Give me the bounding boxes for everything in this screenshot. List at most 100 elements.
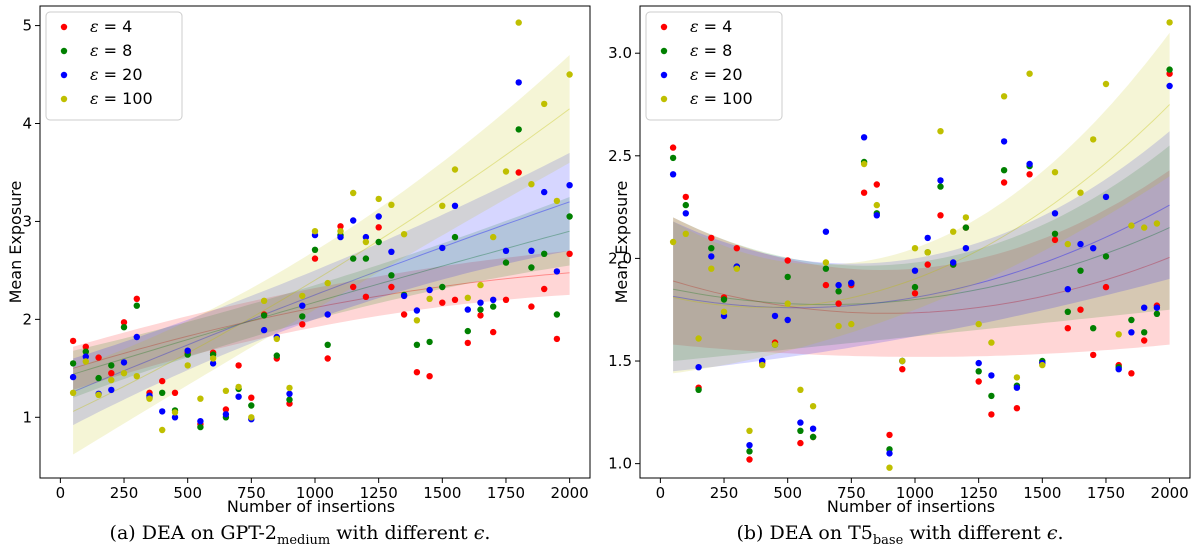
legend-marker-1-1 [660, 47, 668, 55]
data-point-0-3-38 [553, 197, 561, 205]
data-point-0-0-38 [553, 335, 561, 343]
legend-label-1-2: ε = 20 [690, 65, 743, 84]
data-point-1-3-12 [822, 259, 830, 266]
confidence-band-0-3 [73, 55, 570, 455]
confidence-band-0-1 [73, 197, 570, 398]
data-point-1-3-23 [962, 214, 970, 221]
data-point-0-2-21 [337, 233, 344, 241]
y-tick-label-0-1: 2 [22, 310, 32, 328]
data-point-0-1-19 [311, 246, 319, 253]
data-point-0-1-7 [159, 389, 166, 396]
legend-marker-0-0 [60, 23, 68, 31]
data-point-1-3-24 [975, 320, 982, 328]
data-point-1-0-5 [733, 245, 740, 252]
data-point-0-2-28 [426, 286, 433, 294]
data-point-1-3-35 [1115, 331, 1122, 338]
data-point-0-3-3 [108, 376, 115, 384]
data-point-1-1-37 [1141, 329, 1148, 336]
data-point-1-1-0 [669, 154, 677, 162]
caption-a-end: . [484, 522, 491, 544]
data-point-0-0-3 [108, 370, 115, 377]
data-point-0-0-22 [350, 283, 357, 291]
data-point-1-1-21 [937, 183, 944, 190]
data-point-0-3-0 [69, 389, 77, 396]
data-point-1-0-32 [1077, 306, 1084, 313]
data-point-0-2-8 [171, 414, 179, 421]
legend-label-0-3: ε = 100 [90, 89, 153, 108]
data-point-0-1-38 [553, 311, 561, 318]
legend-marker-1-0 [660, 23, 668, 31]
data-point-1-0-1 [682, 193, 689, 201]
data-point-0-0-4 [120, 319, 128, 326]
data-point-1-1-1 [682, 201, 689, 209]
data-point-1-3-37 [1141, 224, 1148, 231]
data-point-0-3-39 [566, 71, 573, 78]
data-point-0-2-34 [502, 247, 510, 254]
data-point-0-2-33 [490, 296, 497, 303]
data-point-1-3-36 [1128, 222, 1135, 229]
x-tick-label-1-6: 1500 [1023, 484, 1061, 502]
data-point-1-3-17 [886, 464, 893, 471]
data-point-0-3-34 [502, 168, 510, 175]
data-point-0-1-16 [273, 352, 280, 359]
data-point-0-0-2 [95, 354, 102, 361]
data-point-1-1-31 [1064, 308, 1071, 315]
data-point-0-1-35 [515, 126, 522, 133]
data-point-0-0-26 [400, 311, 408, 318]
caption-b-eps: ϵ [1046, 522, 1058, 544]
data-point-1-1-12 [822, 265, 830, 272]
data-point-1-2-6 [746, 442, 753, 449]
data-point-1-1-38 [1153, 310, 1161, 317]
data-point-0-3-21 [337, 228, 344, 235]
y-tick-label-1-3: 2.5 [608, 147, 632, 165]
data-point-1-1-34 [1102, 253, 1110, 260]
data-point-1-2-37 [1141, 304, 1148, 311]
data-point-1-3-34 [1102, 80, 1110, 88]
data-point-0-2-1 [82, 353, 90, 360]
data-point-1-2-33 [1090, 245, 1097, 252]
data-point-0-2-39 [566, 182, 573, 189]
data-point-0-3-9 [184, 362, 191, 369]
data-point-0-3-35 [515, 19, 522, 26]
legend-label-1-1: ε = 8 [690, 41, 732, 60]
data-point-0-2-31 [464, 306, 471, 313]
data-point-0-0-0 [69, 337, 77, 345]
data-point-1-2-19 [911, 267, 919, 274]
data-point-0-1-0 [69, 360, 77, 367]
data-point-1-3-9 [784, 300, 791, 307]
trend-line-1-1 [673, 227, 1170, 306]
data-point-1-0-36 [1128, 370, 1135, 377]
data-point-0-3-1 [82, 358, 90, 365]
confidence-band-1-2 [673, 131, 1170, 372]
data-point-0-0-29 [439, 299, 446, 306]
data-point-0-1-36 [528, 264, 535, 271]
y-tick-label-1-4: 3.0 [608, 44, 632, 62]
data-point-0-1-10 [197, 423, 204, 431]
x-tick-label-1-1: 250 [710, 484, 739, 502]
legend-label-0-2: ε = 20 [90, 65, 143, 84]
data-point-0-1-29 [439, 283, 446, 291]
caption-b: (b) DEA on T5base with different ϵ. [600, 522, 1200, 548]
data-point-1-2-30 [1051, 210, 1059, 217]
caption-b-sub: base [872, 532, 904, 548]
legend-1: ε = 4 ε = 8 ε = 20 ε = 100 [645, 11, 783, 121]
data-point-0-2-30 [451, 202, 459, 209]
caption-a-eps: ϵ [473, 522, 485, 544]
data-point-1-2-16 [873, 212, 880, 219]
data-point-1-2-24 [975, 359, 982, 367]
data-point-0-2-23 [362, 233, 370, 241]
data-point-1-2-21 [937, 177, 944, 184]
data-point-1-0-19 [911, 290, 919, 297]
data-point-0-0-27 [413, 369, 421, 376]
data-point-0-0-14 [248, 394, 255, 401]
data-point-0-2-27 [413, 307, 421, 314]
data-point-1-0-17 [886, 431, 893, 439]
data-point-0-1-39 [566, 213, 573, 220]
data-point-0-3-7 [159, 426, 166, 434]
data-point-0-0-21 [337, 223, 344, 230]
data-point-1-3-21 [937, 128, 944, 135]
data-point-1-3-29 [1039, 361, 1046, 369]
data-point-0-1-14 [248, 402, 255, 409]
data-point-0-0-19 [311, 255, 319, 262]
data-point-0-0-13 [235, 362, 242, 369]
